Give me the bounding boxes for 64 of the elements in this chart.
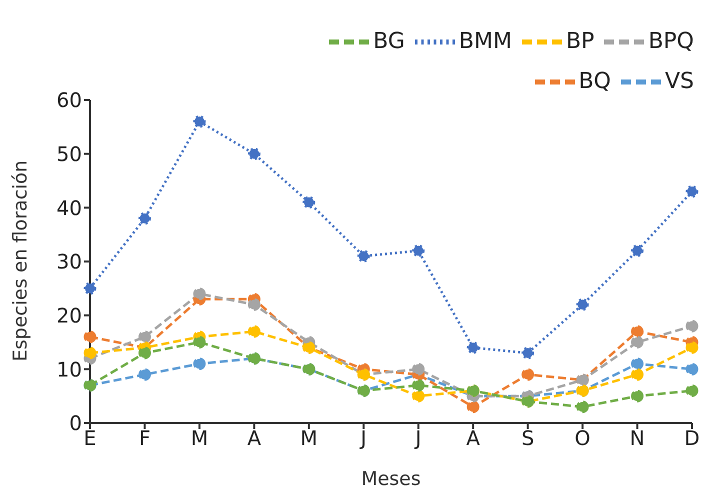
point [138, 330, 151, 344]
y-axis-title: Especies en floración [10, 160, 32, 362]
point [522, 346, 534, 360]
point [631, 358, 644, 370]
y-tick-label: 50 [56, 142, 82, 166]
legend-label: BQ [578, 69, 611, 94]
point [248, 325, 260, 338]
point [686, 320, 698, 332]
point [138, 368, 151, 381]
point [412, 390, 425, 402]
y-tick-label: 10 [56, 357, 82, 382]
legend-label: BPQ [648, 29, 694, 54]
point [631, 244, 644, 257]
point [412, 244, 425, 257]
point [193, 336, 206, 348]
point [576, 298, 589, 311]
y-tick-label: 30 [56, 250, 82, 274]
point [466, 341, 480, 354]
legend-label: BG [373, 29, 405, 54]
x-tick-label: F [138, 426, 150, 450]
point [193, 358, 206, 370]
y-tick-label: 20 [56, 303, 82, 328]
x-tick-label: A [466, 426, 480, 450]
point [466, 400, 480, 414]
x-tick-label: S [521, 426, 534, 450]
x-axis-title: Meses [361, 468, 421, 490]
point [412, 362, 425, 376]
point [412, 379, 425, 392]
x-tick-label: N [630, 426, 645, 450]
x-tick-label: A [247, 426, 262, 450]
point [631, 368, 644, 381]
x-tick-label: D [684, 426, 700, 450]
point [248, 298, 260, 311]
y-tick-label: 0 [69, 411, 82, 436]
x-tick-label: M [190, 426, 208, 450]
point [522, 368, 534, 381]
point [631, 325, 644, 338]
x-tick-label: E [84, 426, 96, 450]
point [84, 282, 96, 295]
point [686, 185, 698, 198]
x-tick-label: O [574, 426, 590, 450]
point [686, 384, 698, 397]
legend-label: BMM [458, 29, 512, 54]
point [248, 148, 260, 160]
point [138, 346, 151, 360]
point [302, 196, 316, 209]
point [357, 250, 370, 262]
legend-label: BP [566, 29, 594, 54]
point [686, 341, 698, 354]
x-tick-label: M [300, 426, 318, 450]
point [631, 336, 644, 348]
point [84, 346, 96, 360]
x-tick-label: J [358, 426, 367, 450]
point [576, 400, 589, 414]
point [686, 362, 698, 376]
point [84, 330, 96, 344]
y-tick-label: 60 [56, 88, 82, 112]
y-tick-label: 40 [56, 196, 82, 220]
point [193, 115, 206, 128]
legend-label: VS [664, 69, 694, 94]
point [138, 212, 151, 225]
x-tick-label: J [413, 426, 422, 450]
point [631, 390, 644, 402]
point [193, 288, 206, 300]
